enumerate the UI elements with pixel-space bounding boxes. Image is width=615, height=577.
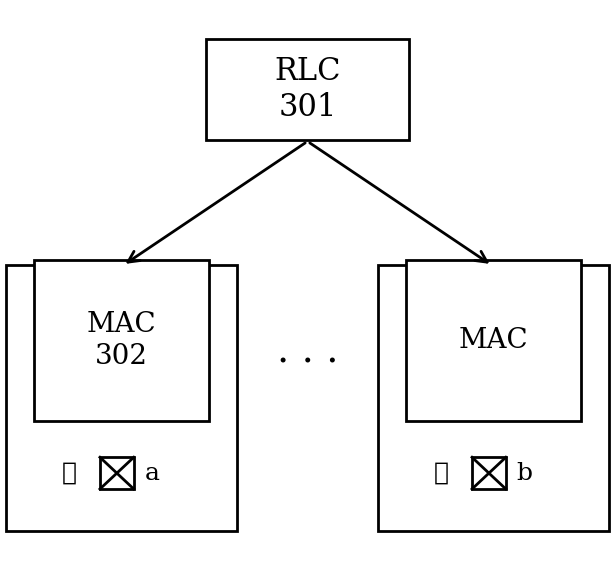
Text: 小: 小 <box>62 462 77 485</box>
Bar <box>206 39 409 140</box>
Text: MAC: MAC <box>459 327 528 354</box>
Text: b: b <box>516 462 533 485</box>
Bar <box>406 260 581 421</box>
Bar <box>6 265 237 531</box>
Text: MAC
302: MAC 302 <box>87 312 156 369</box>
Text: RLC
301: RLC 301 <box>274 56 341 123</box>
Text: a: a <box>145 462 160 485</box>
Bar <box>378 265 609 531</box>
Bar <box>472 457 506 489</box>
Bar <box>34 260 209 421</box>
Bar <box>100 457 133 489</box>
Text: 小: 小 <box>434 462 449 485</box>
Text: . . .: . . . <box>277 334 338 370</box>
